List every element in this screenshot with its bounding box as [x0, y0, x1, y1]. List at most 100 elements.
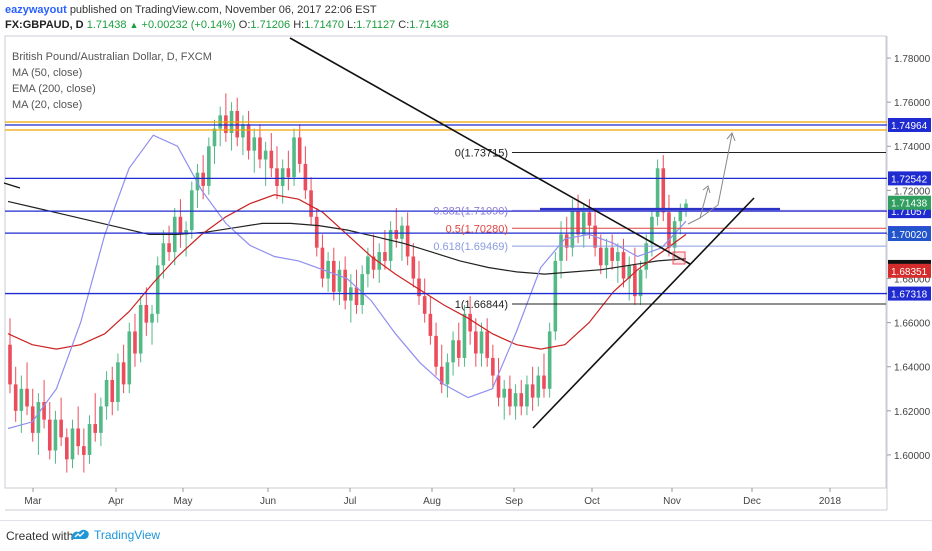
candle-body — [292, 137, 296, 178]
candle-body — [462, 313, 467, 358]
candle-body — [434, 335, 438, 367]
candle-body — [246, 124, 251, 151]
candle-body — [25, 388, 29, 407]
candle-body — [445, 362, 450, 385]
candle-body — [343, 269, 347, 301]
up-arrow-icon: ▲ — [129, 20, 139, 30]
candle-body — [104, 379, 109, 407]
candle-body — [678, 207, 683, 222]
candle-body — [337, 269, 342, 292]
candle-body — [491, 357, 495, 376]
open-value: 1.71206 — [250, 19, 291, 31]
candle-body — [530, 384, 535, 398]
candle-body — [371, 256, 376, 270]
plot-frame — [4, 35, 887, 489]
candle-body — [366, 256, 370, 275]
candle-body — [616, 252, 620, 261]
level-price-label: 1.72542 — [891, 174, 928, 185]
candle-body — [161, 243, 166, 266]
fib-level-label: 0.382(1.71090) — [433, 205, 508, 217]
candle-body — [19, 388, 24, 411]
created-with-label: Created with — [6, 529, 74, 543]
candle-body — [644, 243, 649, 270]
candle-body — [99, 406, 103, 433]
last-price: 1.71438 — [86, 19, 127, 31]
trendline-stub — [3, 182, 21, 189]
published-text: published on TradingView.com, November 0… — [69, 4, 377, 16]
candle-body — [303, 163, 308, 191]
highlight-box — [672, 251, 686, 265]
high-label: H: — [293, 19, 305, 31]
candle-body — [439, 366, 444, 385]
projection-arrow-2 — [699, 133, 733, 219]
symbol-label: FX:GBPAUD, D — [5, 19, 84, 31]
ohlc-bar: FX:GBPAUD, D 1.71438 ▲ +0.00232 (+0.14%)… — [5, 19, 449, 31]
candle-body — [525, 384, 529, 407]
candle-body — [275, 168, 279, 186]
candle-body — [598, 247, 603, 266]
x-tick-label: Dec — [743, 496, 761, 507]
candle-body — [485, 331, 489, 358]
candle-body — [258, 137, 262, 160]
y-tick-label: 1.68000 — [894, 275, 931, 286]
x-tick-label: Oct — [584, 496, 600, 507]
candle-body — [252, 137, 257, 151]
candle-body — [536, 375, 541, 398]
candle-body — [127, 331, 132, 385]
candle-body — [201, 172, 205, 186]
candle-body — [468, 313, 472, 332]
price-tag — [888, 263, 931, 278]
candle-body — [167, 243, 171, 253]
candle-body — [633, 265, 637, 297]
footer-bar: Created with TradingView — [0, 520, 932, 551]
low-value: 1.71127 — [356, 19, 396, 31]
y-tick-label: 1.78000 — [894, 54, 931, 65]
candle-body — [610, 247, 614, 261]
x-tick-label: Sep — [505, 496, 523, 507]
projection-arrow-2-head — [726, 132, 736, 142]
candle-body — [496, 375, 501, 398]
candle-body — [87, 424, 92, 455]
ma50-line — [7, 194, 687, 350]
candle-body — [133, 331, 137, 354]
x-tick-label: Mar — [24, 496, 42, 507]
level-price-label: 1.67318 — [891, 290, 928, 301]
x-tick-label: 2018 — [819, 496, 842, 507]
candle-body — [684, 203, 688, 208]
price-tag — [888, 195, 931, 210]
candle-body — [456, 340, 461, 358]
y-tick-label: 1.72000 — [894, 186, 931, 197]
fib-level-label: 0.618(1.69469) — [433, 241, 508, 253]
candle-body — [519, 393, 524, 407]
candle-body — [82, 446, 86, 455]
candle-body — [479, 331, 484, 354]
level-price-label: 1.74964 — [891, 121, 928, 132]
price-chart[interactable]: 1.780001.760001.740001.720001.700001.680… — [0, 0, 932, 520]
price-tag-label: 1.68351 — [891, 267, 928, 278]
candle-body — [212, 128, 217, 147]
candle-body — [314, 216, 319, 248]
author-link[interactable]: eazywayout — [5, 4, 67, 16]
candle-body — [138, 304, 143, 354]
ascending-trendline — [532, 197, 755, 429]
indicator-legend: British Pound/Australian Dollar, D, FXCM… — [12, 49, 212, 113]
candle-body — [621, 252, 626, 279]
candle-body — [189, 190, 194, 231]
ma20-line — [7, 134, 687, 430]
descending-trendline — [289, 37, 691, 265]
candle-body — [638, 269, 643, 297]
projection-arrow-1-head — [702, 185, 711, 194]
y-tick-label: 1.74000 — [894, 142, 931, 153]
candle-body — [42, 402, 46, 420]
fib-level-label: 1(1.66844) — [455, 299, 508, 311]
candle-body — [76, 428, 80, 447]
candle-body — [650, 216, 654, 244]
low-label: L: — [347, 19, 357, 31]
candle-body — [564, 234, 569, 248]
candle-body — [93, 424, 98, 433]
candle-body — [451, 340, 455, 363]
legend-ma20: MA (20, close) — [12, 99, 83, 111]
candle-body — [30, 406, 35, 433]
candle-body — [178, 216, 183, 235]
tradingview-brand[interactable]: TradingView — [94, 528, 161, 542]
